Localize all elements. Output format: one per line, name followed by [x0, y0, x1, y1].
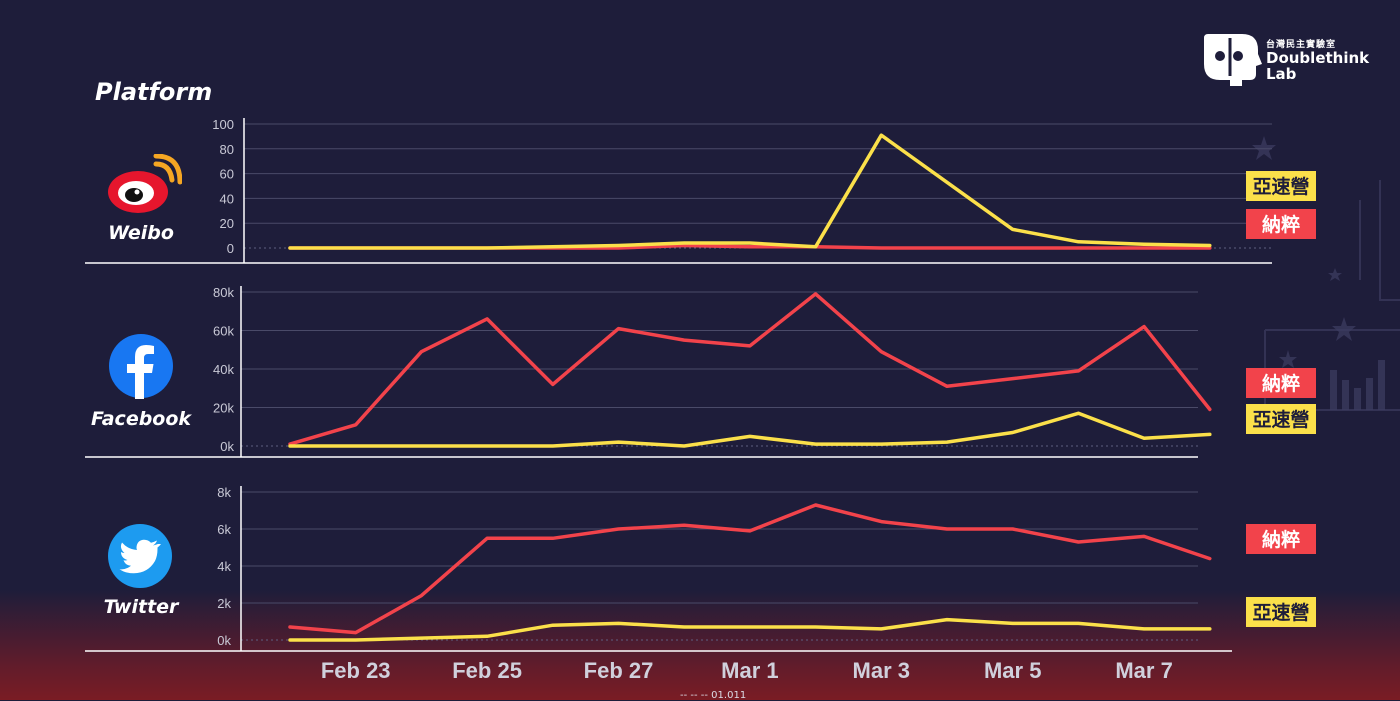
series-line: [288, 617, 1212, 642]
series-line: [288, 411, 1212, 448]
y-tick-label: 80k: [213, 285, 234, 300]
y-tick-label: 20: [220, 216, 234, 231]
doublethink-head-icon: [1204, 34, 1262, 86]
platform-name-twitter: Twitter: [103, 596, 179, 618]
y-tick-label: 40k: [213, 362, 234, 377]
y-tick-label: 2k: [217, 596, 231, 611]
background-glow: [0, 590, 1400, 700]
y-tick-label: 20k: [213, 401, 234, 416]
legend-label: 納粹: [1262, 372, 1300, 395]
weibo-icon: [106, 153, 183, 220]
star-decoration: [1252, 136, 1276, 160]
y-tick-label: 6k: [217, 522, 231, 537]
legend-label: 納粹: [1262, 528, 1300, 551]
brand-name: Doublethink Lab: [1266, 50, 1369, 82]
legend-box: [1246, 597, 1316, 627]
platform-name-weibo: Weibo: [108, 222, 174, 244]
x-tick-label: Mar 1: [721, 658, 778, 683]
footer-partial-text: -- -- -- 01.011: [680, 690, 747, 701]
y-tick-label: 60: [220, 167, 234, 182]
y-tick-label: 0: [227, 241, 234, 256]
x-tick-label: Feb 27: [584, 658, 654, 683]
y-tick-label: 40: [220, 191, 234, 206]
y-tick-label: 100: [212, 117, 234, 132]
x-axis: Feb 23 Feb 25 Feb 27 Mar 1 Mar 3 Mar 5 Mar 7: [321, 658, 1173, 683]
series-line: [288, 292, 1212, 446]
y-tick-label: 0k: [217, 633, 231, 648]
x-tick-label: Feb 23: [321, 658, 391, 683]
star-decoration: [1279, 350, 1297, 368]
star-decoration: [1328, 268, 1342, 281]
y-tick-label: 80: [220, 142, 234, 157]
y-tick-label: 8k: [217, 485, 231, 500]
legend-label: 亞速營: [1252, 601, 1309, 624]
y-tick-label: 4k: [217, 559, 231, 574]
doublethink-lab-logo: 台灣民主實驗室 Doublethink Lab: [1200, 30, 1370, 90]
legend-box: [1246, 404, 1316, 434]
brand-name-line1: Doublethink: [1266, 49, 1370, 67]
legend-label: 亞速營: [1252, 408, 1309, 431]
x-tick-label: Feb 25: [452, 658, 522, 683]
facebook-icon: [108, 333, 174, 403]
x-tick-label: Mar 5: [984, 658, 1041, 683]
legend-label: 亞速營: [1252, 175, 1309, 198]
brand-chinese-name: 台灣民主實驗室: [1266, 40, 1337, 50]
legend-box: [1246, 171, 1316, 201]
x-tick-label: Mar 7: [1115, 658, 1172, 683]
twitter-icon: [108, 524, 172, 592]
platform-name-facebook: Facebook: [90, 408, 192, 430]
legend-box: [1246, 209, 1316, 239]
legend-box: [1246, 524, 1316, 554]
y-tick-label: 0k: [220, 439, 234, 454]
y-tick-label: 60k: [213, 324, 234, 339]
series-line: [288, 503, 1212, 635]
legend-label: 納粹: [1262, 213, 1300, 236]
series-line: [288, 133, 1212, 250]
x-tick-label: Mar 3: [853, 658, 910, 683]
page-title: Platform: [95, 78, 213, 106]
legend-box: [1246, 368, 1316, 398]
brand-name-line2: Lab: [1266, 65, 1297, 83]
